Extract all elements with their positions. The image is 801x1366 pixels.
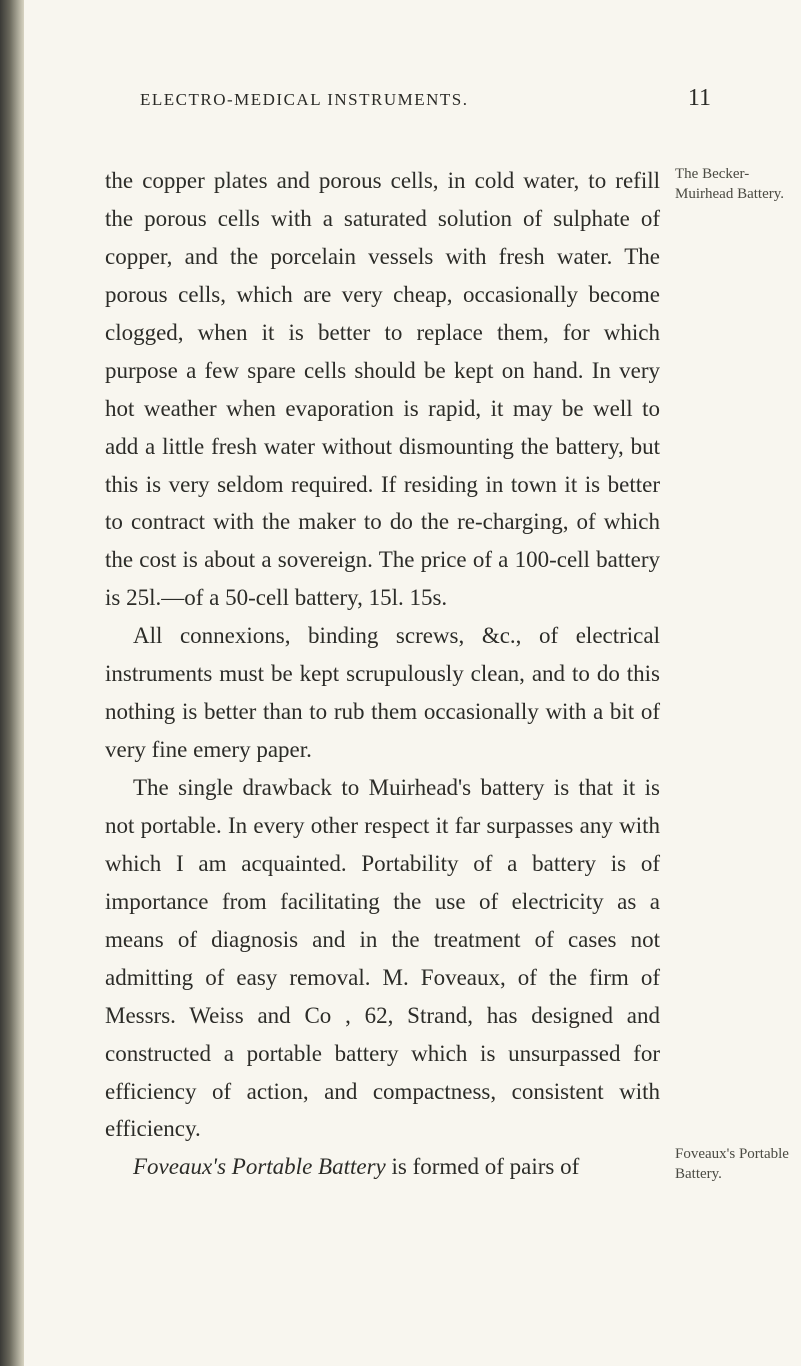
page: ELECTRO-MEDICAL INSTRUMENTS. 11 The Beck… (0, 0, 801, 1366)
paragraph-1: the copper plates and porous cells, in c… (105, 162, 660, 617)
body-text: the copper plates and porous cells, in c… (105, 162, 660, 1186)
page-number: 11 (688, 85, 711, 112)
paragraph-3: The single drawback to Muirhead's batter… (105, 769, 660, 1148)
paragraph-4: Foveaux's Portable Battery is formed of … (105, 1148, 660, 1186)
paragraph-4-italic: Foveaux's Portable Battery (133, 1154, 386, 1179)
body-wrap: The Becker-Muirhead Battery. the copper … (105, 162, 721, 1186)
paragraph-2: All connexions, binding screws, &c., of … (105, 617, 660, 769)
paragraph-4-rest: is formed of pairs of (386, 1154, 580, 1179)
margin-note-foveaux: Foveaux's Portable Battery. (675, 1144, 801, 1185)
running-title: ELECTRO-MEDICAL INSTRUMENTS. (140, 90, 468, 110)
margin-note-becker: The Becker-Muirhead Battery. (675, 164, 801, 205)
page-header: ELECTRO-MEDICAL INSTRUMENTS. 11 (105, 85, 721, 112)
